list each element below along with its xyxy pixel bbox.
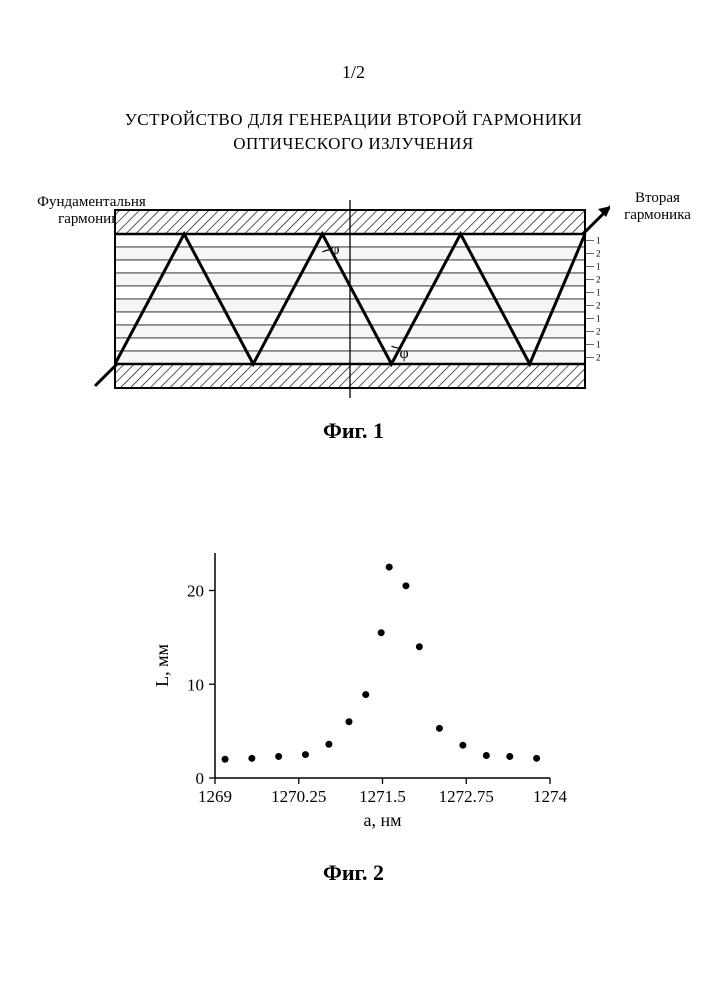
svg-text:1: 1 [596,340,601,350]
fig1-label-second-1: Вторая [635,190,680,206]
svg-text:1: 1 [596,314,601,324]
svg-text:a, нм: a, нм [363,810,401,830]
svg-text:2: 2 [596,353,601,363]
title-line-2: ОПТИЧЕСКОГО ИЗЛУЧЕНИЯ [0,134,707,154]
svg-text:2: 2 [596,327,601,337]
page-title: УСТРОЙСТВО ДЛЯ ГЕНЕРАЦИИ ВТОРОЙ ГАРМОНИК… [0,110,707,154]
svg-text:1270.25: 1270.25 [271,787,326,806]
fig2-caption: Фиг. 2 [0,860,707,886]
figure-1: 1 2 1 2 1 2 1 2 1 2 φ φ [90,190,610,430]
figure-2: 0 10 20 1269 1270.25 1271.5 1272.75 1274 L, мм a,… [150,538,570,838]
svg-text:2: 2 [596,249,601,259]
svg-text:1271.5: 1271.5 [359,787,406,806]
svg-text:20: 20 [187,582,204,601]
fig1-caption: Фиг. 1 [0,418,707,444]
fig1-label-second-2: гармоника [624,207,691,223]
svg-text:2: 2 [596,275,601,285]
svg-text:1272.75: 1272.75 [439,787,494,806]
svg-text:0: 0 [196,769,205,788]
svg-text:φ: φ [399,345,408,362]
svg-text:10: 10 [187,675,204,694]
page: 1/2 УСТРОЙСТВО ДЛЯ ГЕНЕРАЦИИ ВТОРОЙ ГАРМ… [0,0,707,1000]
title-line-1: УСТРОЙСТВО ДЛЯ ГЕНЕРАЦИИ ВТОРОЙ ГАРМОНИК… [0,110,707,130]
svg-text:1: 1 [596,236,601,246]
svg-text:1274: 1274 [533,787,568,806]
svg-text:1269: 1269 [198,787,232,806]
svg-text:L, мм: L, мм [152,644,172,687]
fig1-label-second: Вторая гармоника [610,190,705,225]
svg-text:1: 1 [596,288,601,298]
svg-text:2: 2 [596,301,601,311]
svg-text:φ: φ [330,241,339,258]
page-number: 1/2 [0,62,707,83]
svg-text:1: 1 [596,262,601,272]
